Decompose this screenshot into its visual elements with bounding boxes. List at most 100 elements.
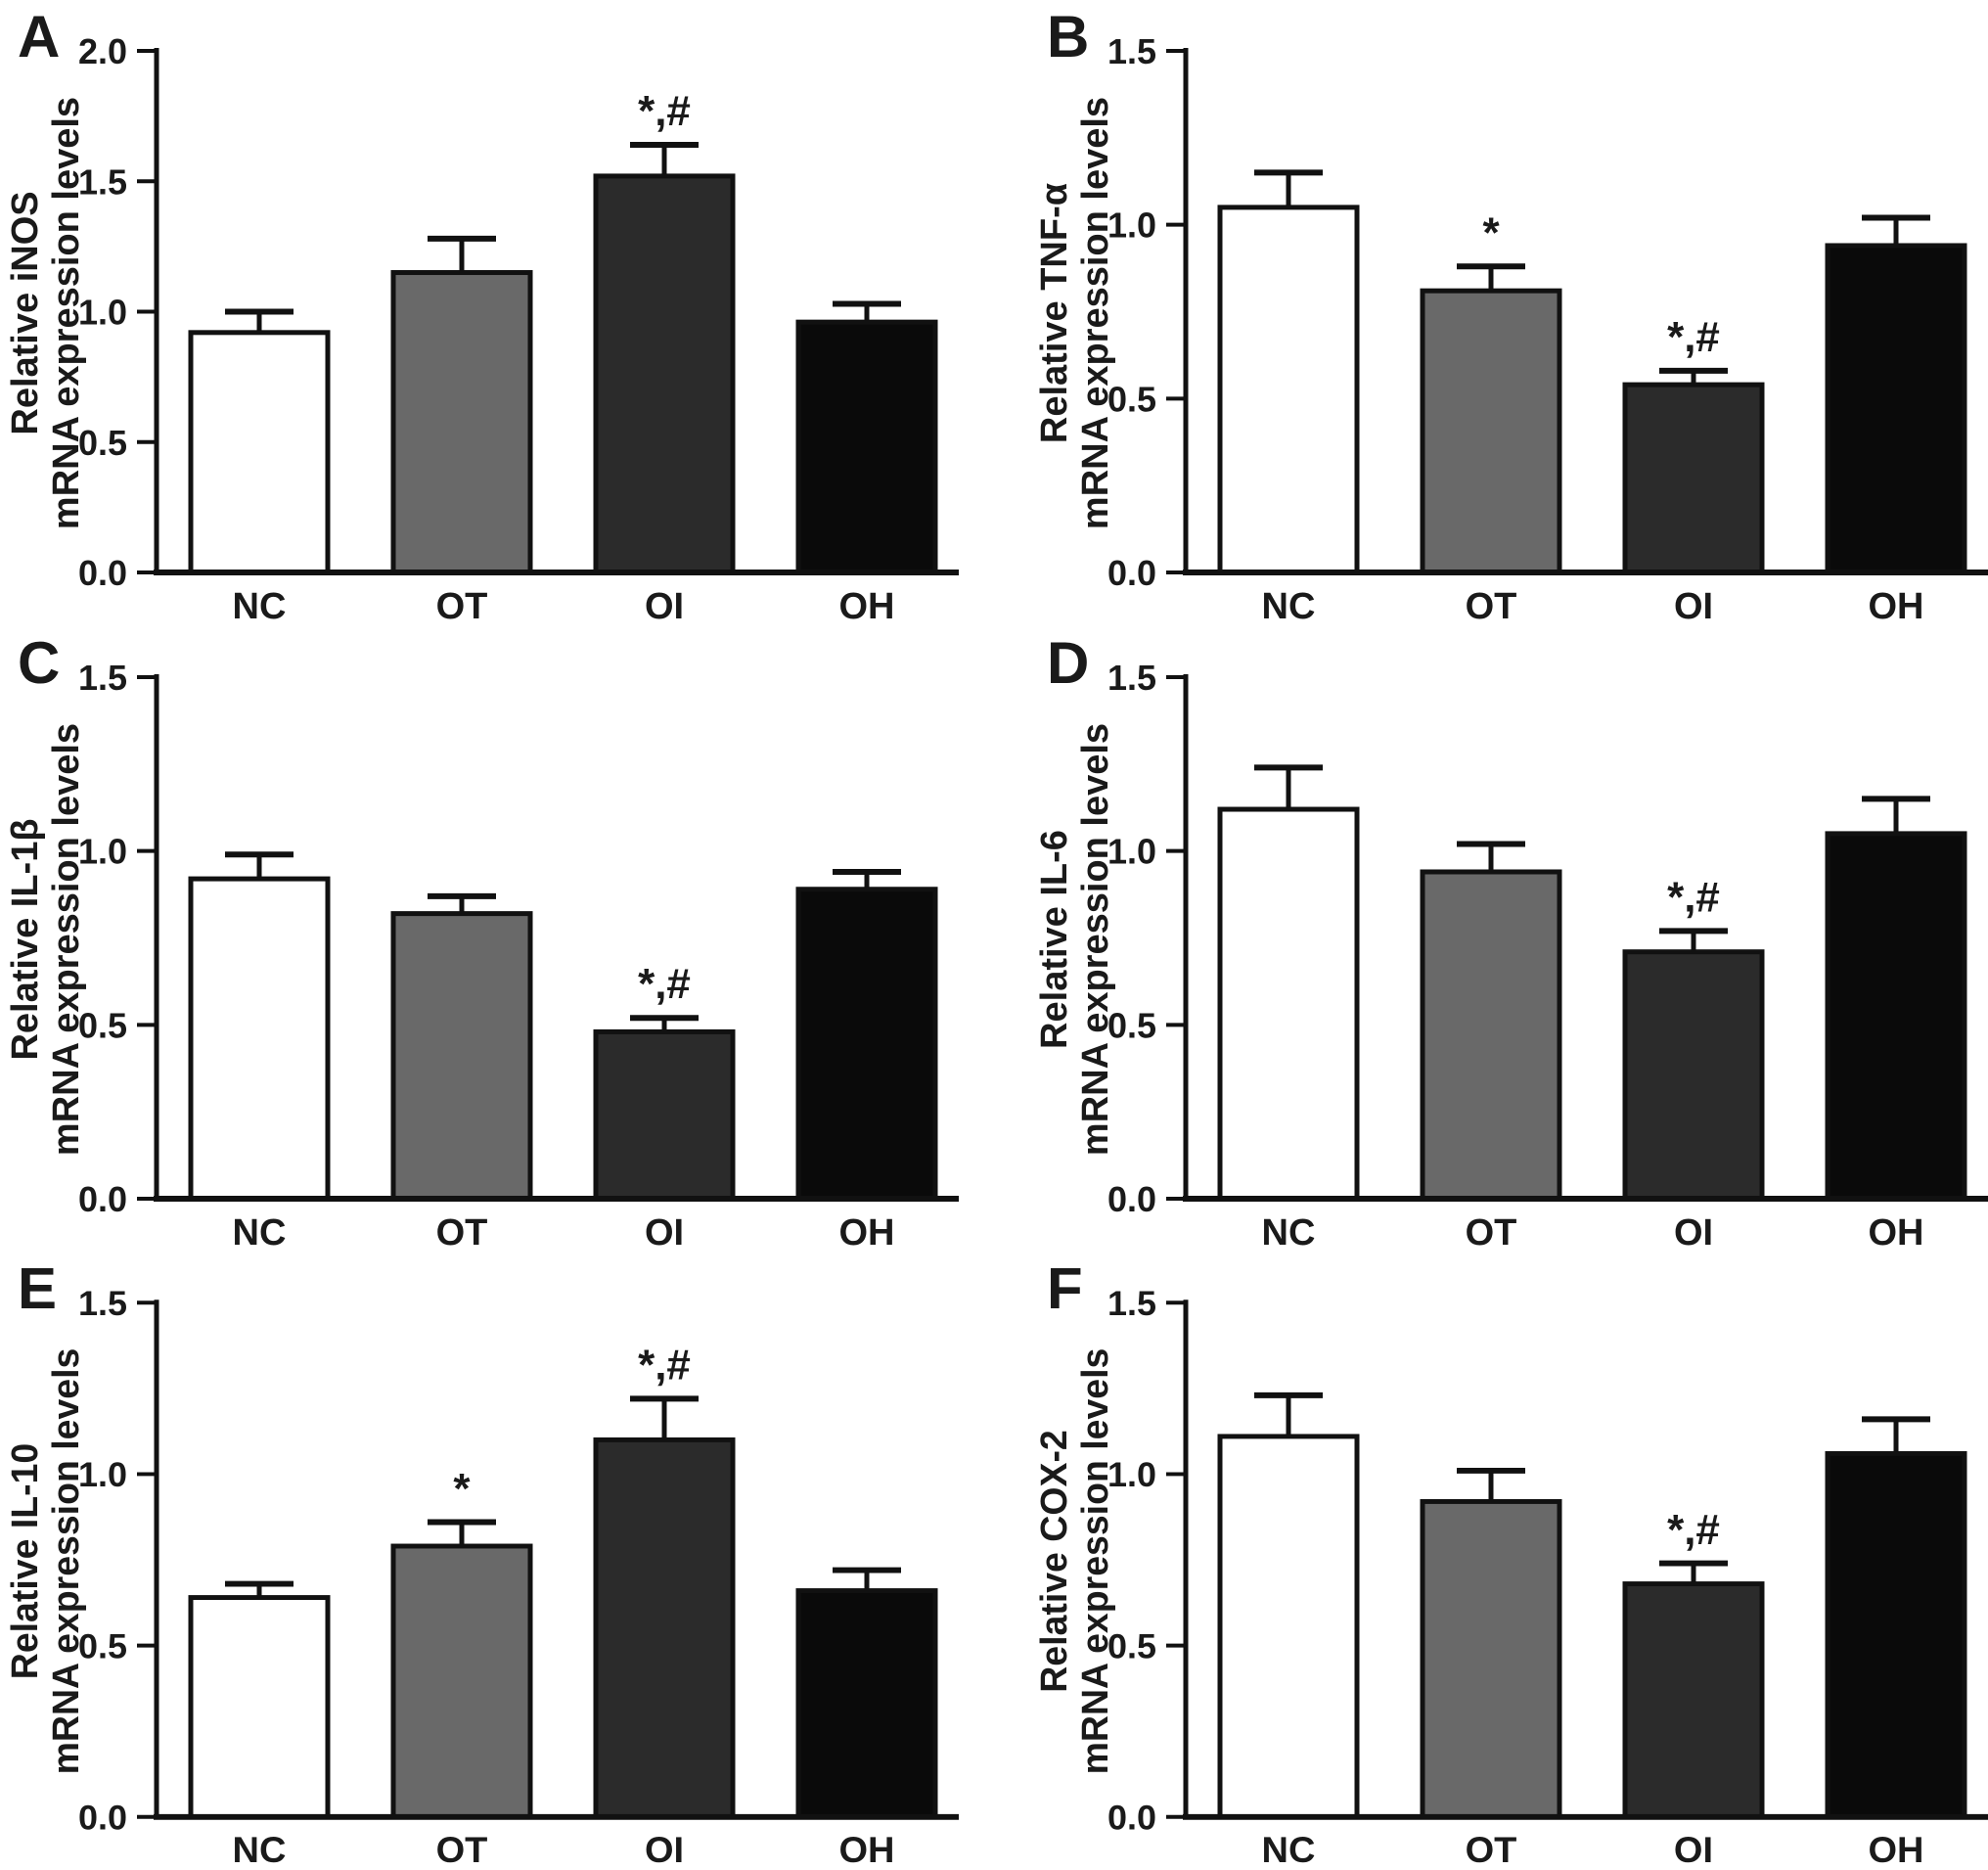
y-tick-label: 0.0 xyxy=(1107,1179,1156,1219)
panel-label: B xyxy=(1047,4,1089,69)
y-axis-title-line2: mRNA expression levels xyxy=(1075,723,1116,1156)
y-tick-label: 0.5 xyxy=(1107,1005,1156,1045)
y-tick-label: 0.0 xyxy=(1107,553,1156,593)
x-category-label: NC xyxy=(1262,1212,1316,1253)
y-tick-label: 2.0 xyxy=(78,31,127,71)
significance-annotation: *,# xyxy=(1667,1506,1720,1554)
significance-annotation: * xyxy=(1482,208,1500,256)
panel-label: A xyxy=(18,4,60,69)
y-tick-label: 0.5 xyxy=(78,423,127,463)
bar-OH xyxy=(1825,831,1967,1202)
significance-annotation: *,# xyxy=(638,1342,691,1390)
y-tick-label: 0.0 xyxy=(1107,1799,1156,1838)
y-tick-label: 1.0 xyxy=(78,832,127,872)
y-tick-label: 0.0 xyxy=(78,553,127,593)
x-category-label: OH xyxy=(839,1829,895,1870)
significance-annotation: *,# xyxy=(638,960,691,1008)
bar-OT xyxy=(1420,288,1562,575)
bar-OT xyxy=(390,911,533,1202)
panel-b-chart: B Relative TNF-α mRNA expression levels 0.0… xyxy=(1034,4,1988,626)
significance-annotation: *,# xyxy=(1667,313,1720,361)
bar-OI xyxy=(1622,1581,1765,1820)
panel-e: E Relative IL-10 mRNA expression levels 0.0… xyxy=(0,1253,994,1870)
bar-NC xyxy=(188,876,331,1202)
panel-a: A Relative iNOS mRNA expression levels 0.0 0… xyxy=(0,0,994,626)
x-category-label: OH xyxy=(839,586,895,626)
bar-OT xyxy=(390,1543,533,1820)
y-axis-title-line2: mRNA expression levels xyxy=(46,97,87,529)
y-tick-label: 0.0 xyxy=(78,1799,127,1838)
x-category-label: OT xyxy=(1466,1212,1517,1253)
y-tick-label: 1.5 xyxy=(78,1284,127,1323)
y-axis-title-line1: Relative COX-2 xyxy=(1033,1430,1074,1693)
x-category-label: NC xyxy=(1262,1829,1316,1870)
x-category-label: OT xyxy=(436,586,488,626)
y-tick-label: 0.5 xyxy=(78,1627,127,1666)
panel-f-chart: F Relative COX-2 mRNA expression levels 0.0… xyxy=(1033,1256,1988,1870)
y-tick-label: 1.5 xyxy=(1107,1284,1156,1323)
y-axis-title-line1: Relative IL-6 xyxy=(1034,830,1075,1049)
bar-OI xyxy=(593,1028,736,1202)
x-category-label: OH xyxy=(1869,1212,1924,1253)
x-category-label: NC xyxy=(1262,586,1316,626)
x-category-label: OT xyxy=(1466,1829,1517,1870)
panel-label: D xyxy=(1047,630,1089,696)
x-category-label: OT xyxy=(436,1829,488,1870)
y-axis-title-line2: mRNA expression levels xyxy=(46,723,87,1156)
y-axis-title-line1: Relative IL-10 xyxy=(4,1443,45,1679)
x-category-label: OT xyxy=(436,1212,488,1253)
x-category-label: OI xyxy=(645,1829,684,1870)
y-tick-label: 1.0 xyxy=(1107,832,1156,872)
bar-OH xyxy=(1825,1450,1967,1820)
bar-OI xyxy=(1622,382,1765,575)
bar-OI xyxy=(593,1437,736,1820)
panel-label: C xyxy=(18,630,60,696)
x-category-label: OI xyxy=(645,586,684,626)
x-category-label: NC xyxy=(233,1212,287,1253)
y-axis-title-line2: mRNA expression levels xyxy=(45,1348,86,1775)
y-axis-title-line1: Relative TNF-α xyxy=(1034,183,1075,443)
y-tick-label: 1.0 xyxy=(1107,1455,1156,1494)
significance-annotation: *,# xyxy=(1667,873,1720,921)
bar-OH xyxy=(795,319,938,575)
panel-e-chart: E Relative IL-10 mRNA expression levels 0.0… xyxy=(4,1256,959,1870)
x-category-label: OH xyxy=(1869,586,1924,626)
y-tick-label: 1.5 xyxy=(78,161,127,202)
y-tick-label: 0.0 xyxy=(78,1179,127,1219)
panel-c-chart: C Relative IL-1β mRNA expression levels 0.0… xyxy=(5,630,959,1253)
y-tick-label: 1.0 xyxy=(1107,205,1156,246)
x-category-label: OH xyxy=(839,1212,895,1253)
bar-OT xyxy=(1420,1498,1562,1820)
bar-NC xyxy=(188,330,331,575)
bar-OH xyxy=(795,887,938,1202)
y-tick-label: 1.5 xyxy=(78,658,127,698)
panel-f: F Relative COX-2 mRNA expression levels 0.0… xyxy=(994,1253,1988,1870)
x-category-label: OT xyxy=(1466,586,1517,626)
panel-b: B Relative TNF-α mRNA expression levels 0.0… xyxy=(994,0,1988,626)
bar-OT xyxy=(1420,869,1562,1202)
significance-annotation: *,# xyxy=(638,87,691,135)
y-tick-label: 1.0 xyxy=(78,293,127,333)
y-tick-label: 0.5 xyxy=(78,1005,127,1045)
bar-NC xyxy=(1217,1434,1360,1820)
bar-OT xyxy=(390,270,533,575)
y-tick-label: 1.5 xyxy=(1107,658,1156,698)
x-category-label: OI xyxy=(645,1212,684,1253)
x-category-label: OI xyxy=(1674,1212,1713,1253)
y-tick-label: 1.0 xyxy=(78,1455,127,1494)
bar-OI xyxy=(593,173,736,575)
bar-NC xyxy=(1217,205,1360,575)
y-axis-title-line1: Relative iNOS xyxy=(5,191,46,434)
panel-label: E xyxy=(18,1256,57,1322)
bar-OI xyxy=(1622,949,1765,1202)
significance-annotation: * xyxy=(453,1465,470,1513)
y-axis-title-line1: Relative IL-1β xyxy=(5,818,46,1060)
bar-NC xyxy=(188,1595,331,1820)
y-tick-label: 1.5 xyxy=(1107,31,1156,71)
panel-d-chart: D Relative IL-6 mRNA expression levels 0.0 0… xyxy=(1034,630,1988,1253)
x-category-label: NC xyxy=(233,1829,287,1870)
bar-NC xyxy=(1217,806,1360,1202)
x-category-label: OI xyxy=(1674,586,1713,626)
panel-c: C Relative IL-1β mRNA expression levels 0.0… xyxy=(0,626,994,1253)
